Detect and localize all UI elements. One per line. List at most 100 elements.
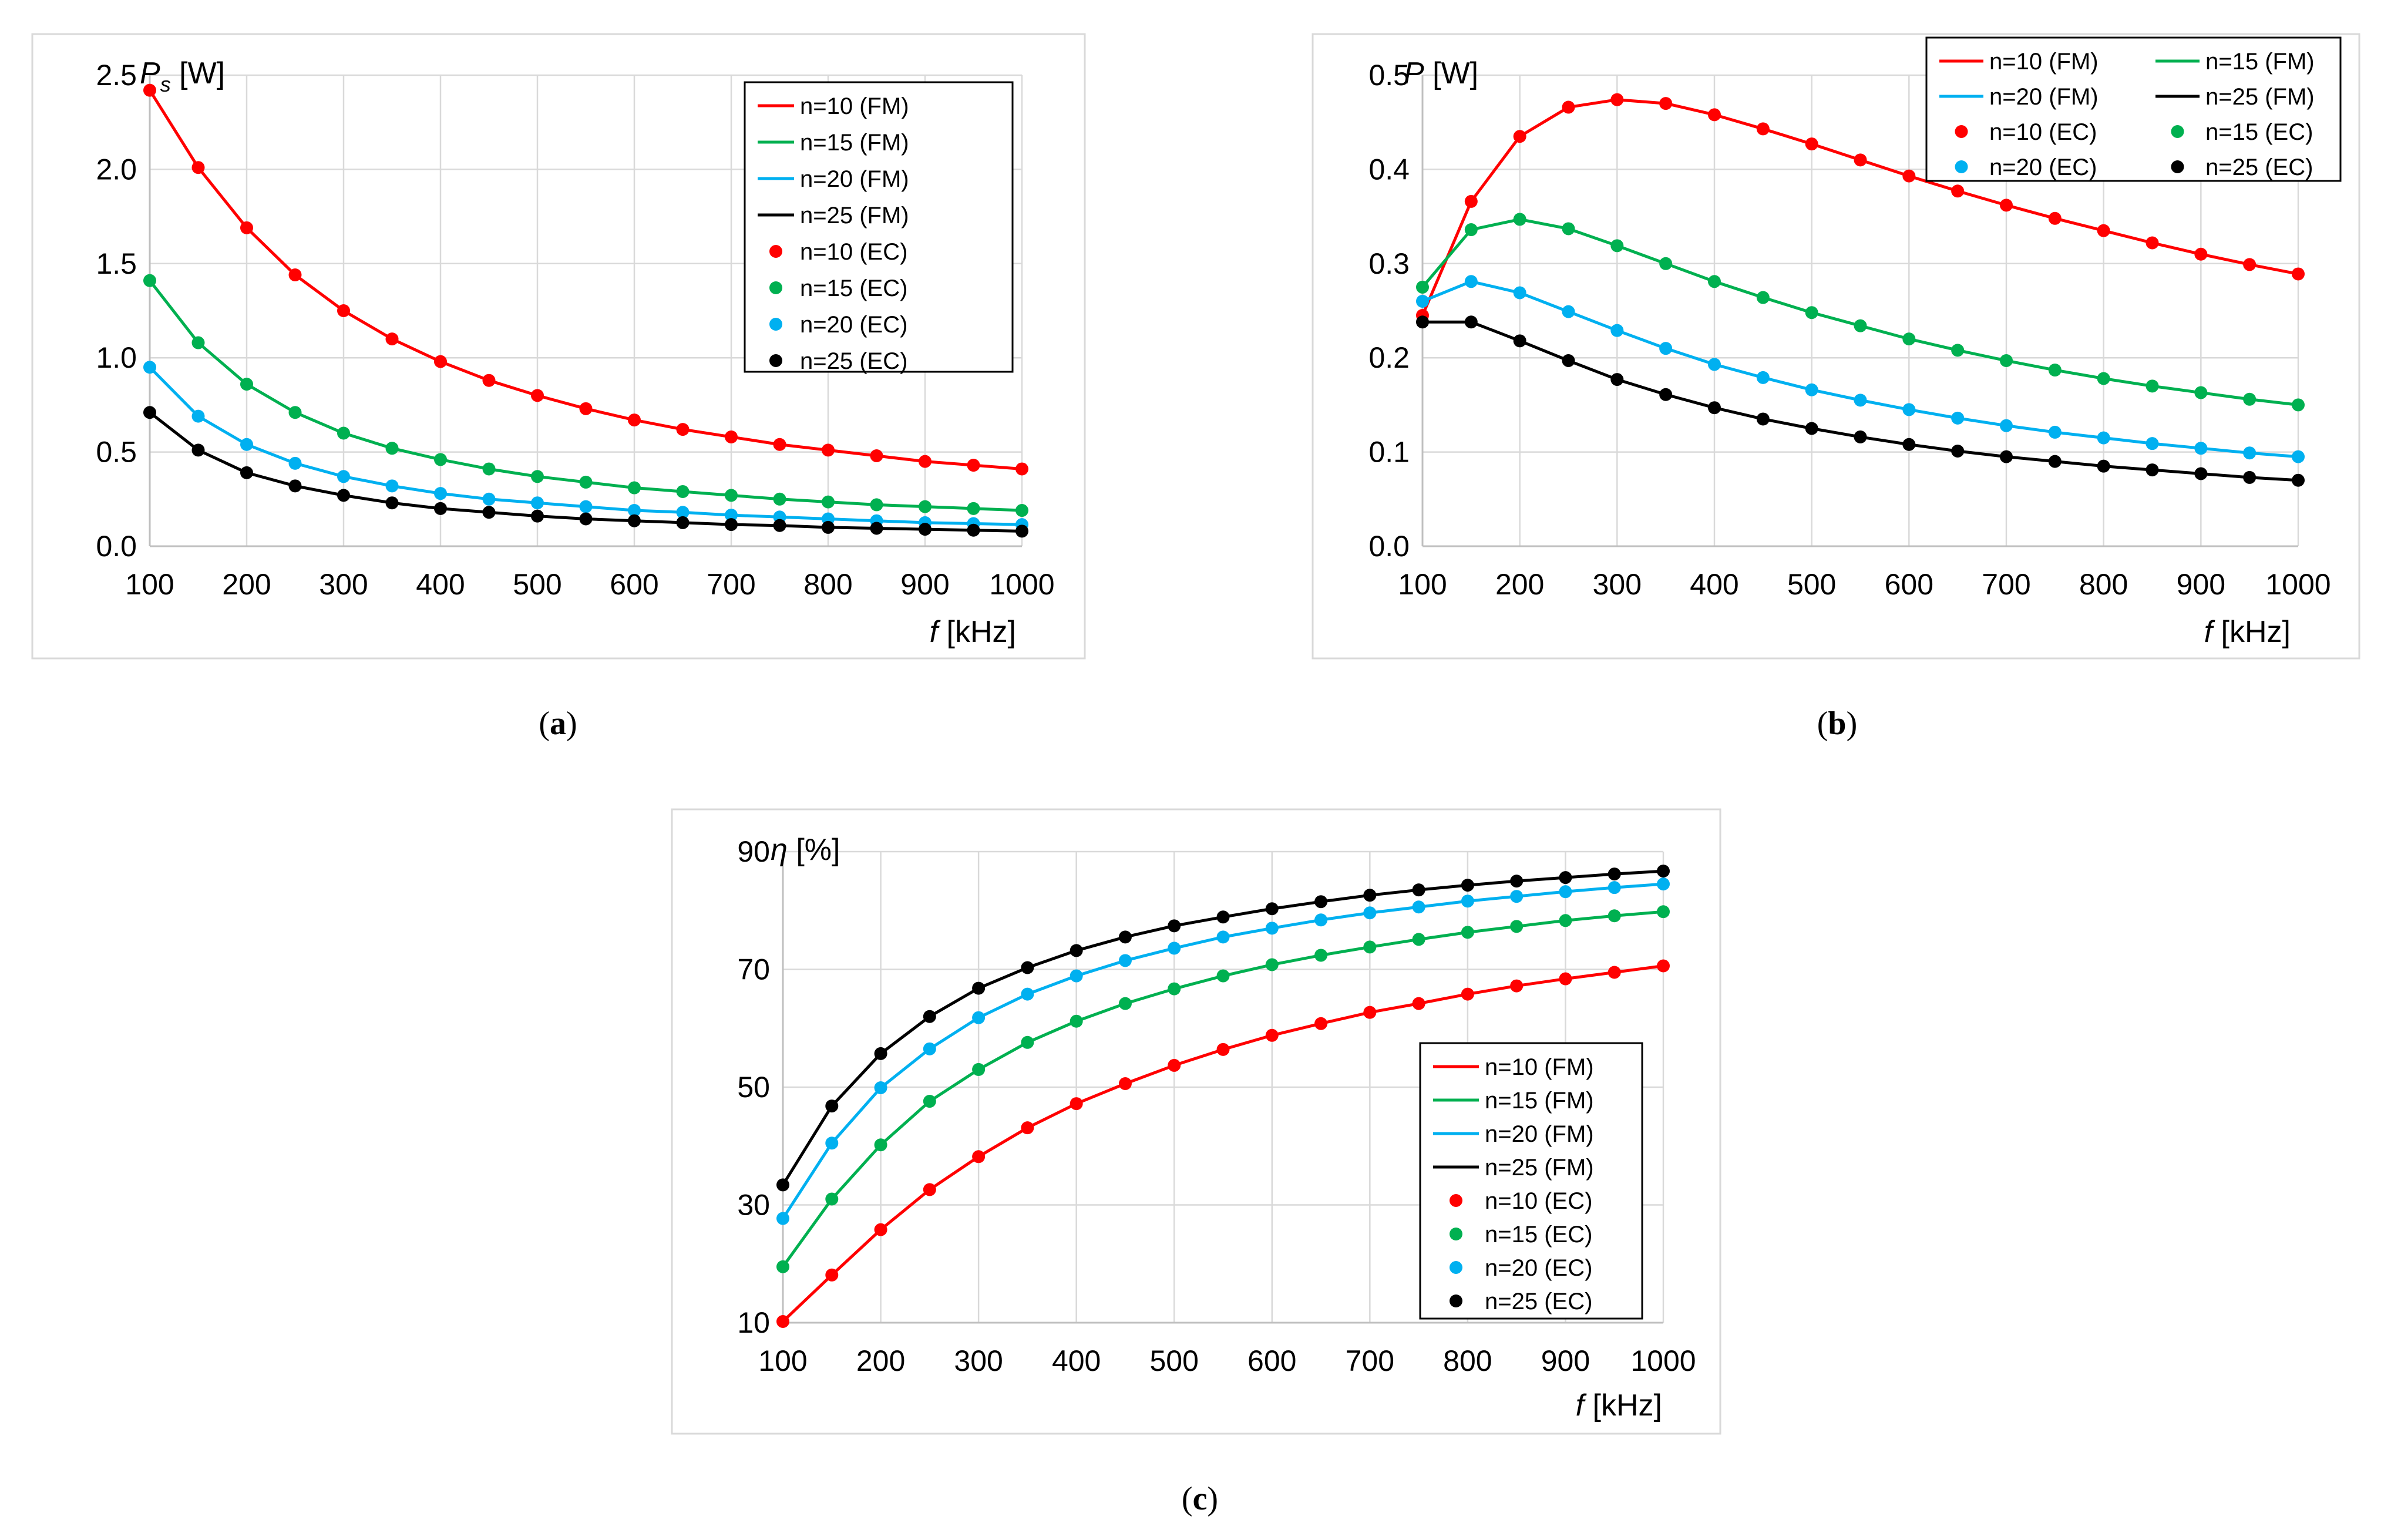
legend-entry: n=25 (EC): [800, 348, 907, 374]
data-point-n25: [386, 496, 399, 509]
data-point-n25: [240, 466, 253, 479]
data-point-n15: [434, 453, 447, 466]
data-point-n10: [1461, 988, 1474, 1001]
data-point-n15: [1413, 933, 1425, 946]
data-point-n20: [2243, 446, 2256, 459]
legend-swatch-dot: [1450, 1261, 1462, 1274]
data-point-n10: [1951, 184, 1964, 197]
data-point-n20: [1902, 403, 1915, 416]
data-point-n25: [1514, 334, 1526, 347]
data-point-n25: [776, 1178, 789, 1191]
data-point-n20: [1659, 342, 1672, 355]
data-point-n10: [822, 443, 835, 456]
x-axis-label: f [kHz]: [2204, 615, 2291, 649]
legend-entry: n=25 (FM): [1485, 1155, 1594, 1181]
data-point-n25: [725, 518, 738, 531]
data-point-n10: [1562, 101, 1575, 114]
legend-entry: n=15 (EC): [2205, 119, 2313, 145]
data-point-n10: [531, 389, 544, 402]
data-point-n10: [677, 423, 690, 436]
x-tick-label: 500: [513, 568, 561, 601]
data-point-n20: [2097, 432, 2110, 445]
data-point-n20: [1314, 913, 1327, 926]
data-point-n20: [2194, 442, 2207, 455]
x-tick-label: 700: [1346, 1344, 1394, 1377]
data-point-n15: [1559, 914, 1572, 927]
data-point-n10: [1070, 1097, 1083, 1110]
data-point-n10: [725, 431, 738, 443]
y-axis-unit: [W]: [171, 56, 225, 90]
x-tick-label: 200: [222, 568, 271, 601]
x-tick-label: 100: [758, 1344, 807, 1377]
data-point-n10: [1015, 462, 1028, 475]
legend-entry: n=20 (EC): [1989, 154, 2097, 180]
data-point-n25: [822, 521, 835, 534]
data-point-n15: [1757, 291, 1770, 304]
x-tick-label: 300: [954, 1344, 1003, 1377]
caption-part: c: [1193, 1481, 1208, 1517]
data-point-n20: [1021, 988, 1034, 1001]
data-point-n20: [1951, 412, 1964, 425]
data-point-n25: [1070, 944, 1083, 957]
data-point-n15: [2049, 364, 2062, 376]
data-point-n10: [1902, 170, 1915, 183]
x-tick-label: 600: [610, 568, 658, 601]
y-tick-label: 2.0: [96, 153, 137, 186]
legend-entry: n=10 (FM): [1485, 1054, 1594, 1080]
legend-swatch-dot: [1450, 1294, 1462, 1307]
data-point-n20: [1363, 906, 1376, 919]
data-point-n10: [1514, 130, 1526, 143]
y-axis-label: P [W]: [1404, 56, 1478, 90]
data-point-n15: [580, 476, 593, 489]
caption-part: ): [1207, 1481, 1218, 1517]
y-tick-label: 2.5: [96, 59, 137, 92]
data-point-n20: [1217, 930, 1230, 943]
x-tick-label: 600: [1247, 1344, 1296, 1377]
x-tick-label: 800: [803, 568, 852, 601]
x-tick-label: 1000: [2265, 568, 2331, 601]
legend-entry: n=15 (EC): [800, 275, 907, 301]
data-point-n15: [2146, 379, 2159, 392]
data-point-n25: [192, 443, 205, 456]
data-point-n15: [822, 496, 835, 509]
data-point-n20: [1465, 275, 1478, 288]
data-point-n25: [1562, 354, 1575, 367]
data-point-n15: [870, 498, 883, 511]
chart-panel-c: 10 30 50 70 90 100 200 300 400 500 600 700 800 900 100…: [672, 809, 1720, 1517]
data-point-n25: [1608, 867, 1621, 880]
x-tick-label: 500: [1150, 1344, 1199, 1377]
data-point-n15: [1363, 940, 1376, 953]
panel-caption: (c): [1182, 1481, 1218, 1517]
legend-swatch-dot: [769, 281, 782, 294]
data-point-n20: [1461, 895, 1474, 907]
x-tick-label: 500: [1787, 568, 1836, 601]
legend-entry: n=25 (FM): [2205, 84, 2315, 110]
data-point-n20: [143, 361, 156, 374]
data-point-n10: [1021, 1121, 1034, 1134]
chart-panel-b: 0.00.10.20.30.40.5100 200 300 400 500 600 700 8…: [1313, 34, 2359, 742]
legend-entry: n=15 (FM): [1485, 1088, 1594, 1114]
data-point-n15: [1021, 1036, 1034, 1049]
y-tick-label: 1.5: [96, 247, 137, 280]
data-point-n15: [2097, 372, 2110, 385]
data-point-n25: [1657, 865, 1670, 877]
data-point-n10: [875, 1223, 887, 1236]
y-tick-label: 70: [737, 953, 770, 986]
data-point-n20: [240, 438, 253, 451]
data-point-n20: [192, 410, 205, 423]
data-point-n20: [386, 479, 399, 492]
x-tick-label: 1000: [1630, 1344, 1696, 1377]
data-point-n10: [1708, 108, 1721, 121]
data-point-n10: [2097, 224, 2110, 237]
data-point-n10: [1119, 1077, 1132, 1090]
data-point-n15: [1608, 909, 1621, 922]
data-point-n10: [1805, 137, 1818, 150]
caption-part: a: [550, 705, 566, 742]
data-point-n15: [919, 500, 931, 513]
y-axis-symbol: P: [1404, 56, 1424, 90]
x-tick-label: 300: [319, 568, 368, 601]
data-point-n25: [2292, 474, 2305, 487]
y-tick-label: 90: [737, 835, 770, 868]
y-tick-label: 0.2: [1368, 341, 1410, 374]
data-point-n25: [1951, 445, 1964, 458]
